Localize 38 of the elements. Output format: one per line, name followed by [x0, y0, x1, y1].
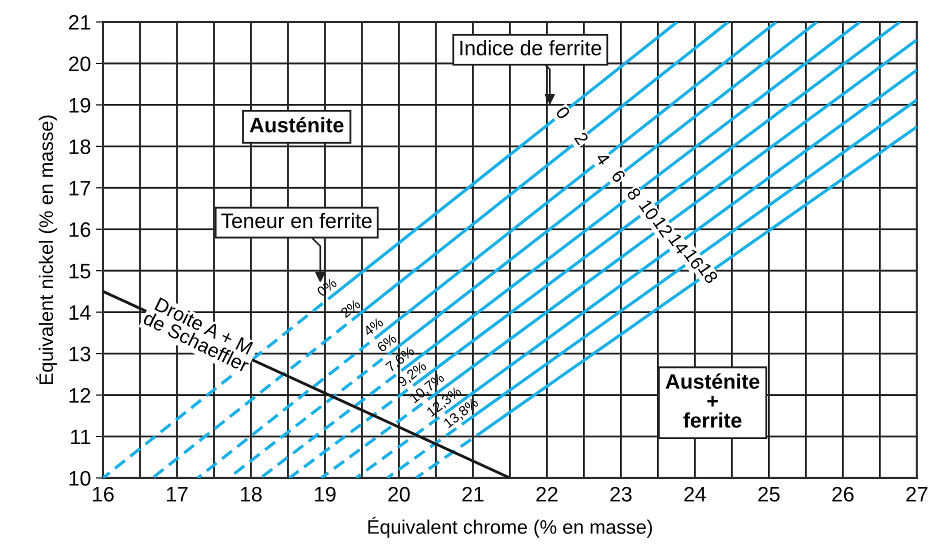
x-tick-label: 27 — [906, 486, 928, 502]
annotation: 0 — [555, 106, 571, 120]
y-tick-label: 17 — [70, 181, 90, 196]
y-tick-label: 20 — [69, 56, 90, 72]
x-tick-label: 24 — [684, 486, 706, 502]
annotation: 0% — [316, 278, 338, 297]
y-tick-label: 14 — [70, 305, 91, 320]
x-tick-label: 22 — [536, 486, 558, 502]
x-tick-label: 21 — [462, 486, 484, 502]
y-tick-label: 13 — [70, 346, 90, 362]
y-tick-label: 16 — [70, 222, 90, 238]
x-tick-label: 18 — [240, 486, 262, 502]
annotation: 2 — [574, 131, 590, 146]
annotation: 2% — [340, 298, 362, 318]
x-tick-label: 20 — [388, 486, 410, 502]
x-axis-title: Équivalent chrome (% en masse) — [368, 516, 652, 538]
y-tick-label: 15 — [70, 264, 90, 278]
x-tick-label: 17 — [167, 487, 188, 502]
y-tick-label: 19 — [70, 98, 90, 113]
annotation: Austénite + ferrite — [666, 373, 760, 428]
x-tick-label: 19 — [314, 486, 336, 502]
y-tick-label: 10 — [70, 470, 90, 486]
y-tick-label: 18 — [70, 139, 90, 154]
y-tick-label: 11 — [71, 430, 90, 444]
y-tick-label: 12 — [70, 388, 90, 403]
annotation: Indice de ferrite — [460, 40, 602, 56]
annotation: Austénite — [250, 116, 344, 132]
x-tick-label: 23 — [610, 486, 632, 502]
x-tick-label: 25 — [758, 486, 780, 502]
x-tick-label: 26 — [832, 486, 854, 502]
y-tick-label: 21 — [69, 15, 90, 30]
annotation: Teneur en ferrite — [221, 212, 372, 228]
annotation: 8 — [626, 186, 642, 202]
annotation: 4% — [362, 316, 384, 336]
annotation: 4 — [595, 151, 611, 166]
y-axis-title: Équivalent nickel (% en masse) — [36, 116, 57, 384]
annotation: 6 — [610, 169, 626, 184]
x-tick-label: 16 — [93, 486, 114, 502]
